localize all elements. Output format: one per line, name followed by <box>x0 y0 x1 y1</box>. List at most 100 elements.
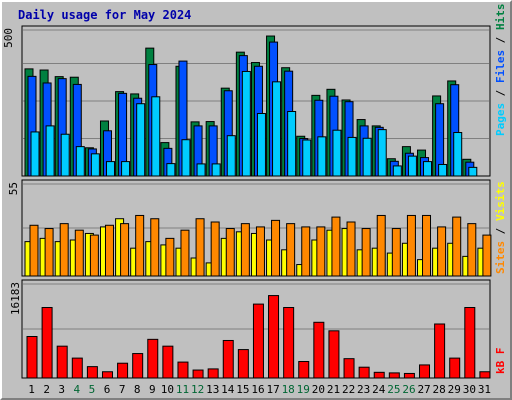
pages-bar <box>272 81 282 177</box>
pages-bar <box>75 146 85 177</box>
sites-bar <box>120 223 130 277</box>
kbytes-bar <box>117 362 129 379</box>
day-label: 11 <box>176 383 189 396</box>
kbytes-bar <box>86 366 98 379</box>
legend-visits: Visits <box>494 181 507 221</box>
sites-bar <box>225 228 235 277</box>
sites-bar <box>255 226 265 277</box>
day-label: 7 <box>119 383 126 396</box>
day-label: 9 <box>149 383 156 396</box>
chart-title: Daily usage for May 2024 <box>18 8 191 22</box>
pages-bar <box>407 155 417 177</box>
sites-bar <box>316 226 326 277</box>
requests-legend-separator: / <box>494 30 507 50</box>
day-label: 21 <box>327 383 340 396</box>
sites-bar <box>195 218 205 277</box>
sites-bar <box>406 214 416 277</box>
sites-bar <box>361 228 371 277</box>
sites-bar <box>74 229 84 277</box>
pages-bar <box>317 136 327 177</box>
day-label: 2 <box>43 383 50 396</box>
sites-bar <box>391 228 401 277</box>
day-label: 13 <box>206 383 219 396</box>
kbytes-bar <box>177 361 189 379</box>
pages-bar <box>468 166 478 177</box>
legend-kb-f: kB F <box>494 348 507 375</box>
kbytes-bar <box>283 307 295 379</box>
day-label: 24 <box>372 383 386 396</box>
sites-bar <box>422 214 432 277</box>
pages-bar <box>377 129 387 177</box>
legend-files: Files <box>494 50 507 83</box>
sites-bar <box>286 223 296 277</box>
requests-legend: Pages / Files / Hits <box>494 4 507 137</box>
sites-bar <box>210 221 220 277</box>
pages-bar <box>60 133 70 177</box>
pages-bar <box>302 139 312 177</box>
pages-bar <box>347 136 357 177</box>
pages-bar <box>136 103 146 177</box>
kbytes-bar <box>56 345 68 379</box>
day-label: 29 <box>448 383 461 396</box>
pages-bar <box>392 165 402 177</box>
kbytes-bar <box>192 369 204 379</box>
day-label: 22 <box>342 383 355 396</box>
pages-bar <box>256 113 266 177</box>
day-label: 17 <box>266 383 279 396</box>
sites-bar <box>271 219 281 277</box>
kbytes-bar <box>207 368 219 379</box>
kbytes-bar <box>162 345 174 379</box>
pages-bar <box>241 70 251 177</box>
sites-bar <box>482 234 492 277</box>
kbytes-bar <box>222 339 234 379</box>
day-label: 16 <box>251 383 264 396</box>
day-label: 15 <box>236 383 249 396</box>
pages-bar <box>121 161 131 177</box>
pages-bar <box>166 163 176 177</box>
sites-bar <box>346 221 356 277</box>
kbytes-bar <box>147 338 159 379</box>
pages-bar <box>151 96 161 177</box>
day-label: 20 <box>312 383 325 396</box>
sites-bar <box>89 234 99 277</box>
day-label: 10 <box>161 383 174 396</box>
sites-bar <box>135 214 145 277</box>
pages-bar <box>30 131 40 177</box>
kbytes-bar <box>132 353 144 379</box>
pages-bar <box>90 153 100 177</box>
kbytes-bar <box>41 307 53 379</box>
sites-bar <box>467 223 477 277</box>
sites-bar <box>452 216 462 277</box>
kbytes-bar <box>464 307 476 379</box>
kbytes-bar <box>358 366 370 379</box>
kbytes-bar <box>26 335 38 379</box>
kbytes-bar <box>373 371 385 379</box>
sites-bar <box>240 223 250 277</box>
sites-bar <box>29 224 39 277</box>
pages-bar <box>196 163 206 177</box>
kbytes-bar <box>237 349 249 379</box>
sites-bar <box>59 223 69 277</box>
day-label: 5 <box>89 383 96 396</box>
pages-bar <box>181 139 191 177</box>
pages-bar <box>362 137 372 177</box>
pages-bar <box>423 161 433 177</box>
legend-hits: Hits <box>494 4 507 31</box>
kbytes-bar <box>449 357 461 379</box>
kbytes-bar <box>343 358 355 379</box>
day-label: 19 <box>297 383 310 396</box>
visitors-legend: Sites / Visits <box>494 181 507 274</box>
day-label: 3 <box>58 383 65 396</box>
traffic-ymax-label: 16183 <box>9 282 22 315</box>
pages-bar <box>332 129 342 177</box>
sites-bar <box>437 226 447 277</box>
day-label: 26 <box>402 383 415 396</box>
kbytes-bar <box>298 361 310 379</box>
day-label: 6 <box>104 383 111 396</box>
kbytes-bar <box>403 372 415 379</box>
pages-bar <box>45 125 55 177</box>
day-label: 28 <box>433 383 446 396</box>
kbytes-bar <box>479 371 491 379</box>
kbytes-bar <box>388 372 400 379</box>
day-label: 25 <box>387 383 400 396</box>
